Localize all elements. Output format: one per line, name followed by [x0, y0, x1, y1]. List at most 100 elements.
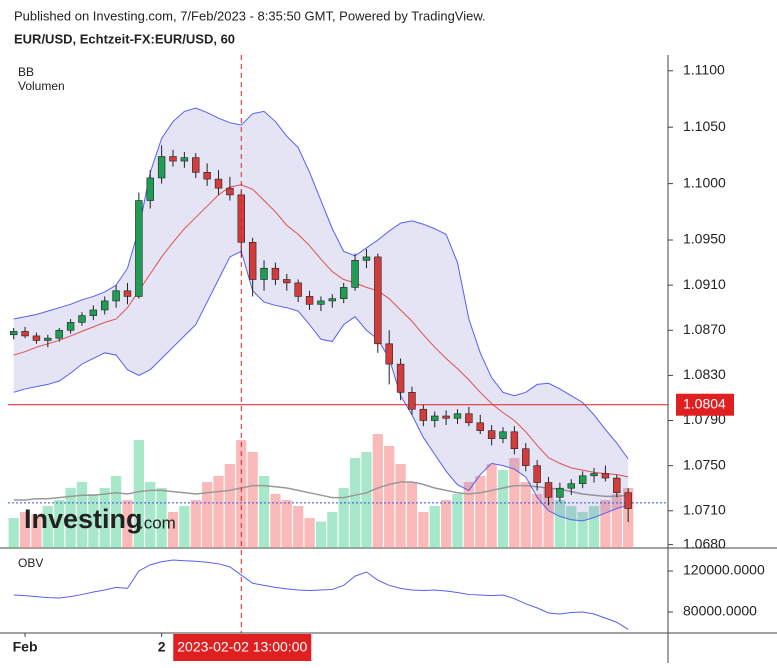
candle-body: [146, 177, 154, 201]
candle-body: [226, 187, 234, 196]
bb-fill: [13, 108, 629, 521]
candle-body: [351, 260, 359, 288]
volume-bar: [76, 482, 88, 548]
chart-title: Published on Investing.com, 7/Feb/2023 -…: [14, 8, 486, 23]
candle-body: [442, 415, 450, 419]
candle-body: [305, 296, 314, 305]
y-tick-label: 1.0750: [683, 456, 726, 472]
candle-body: [123, 290, 132, 297]
volume-bar: [110, 476, 122, 548]
candle-body: [248, 241, 257, 280]
candle-body: [556, 487, 564, 498]
volume-bar: [588, 506, 600, 548]
volume-bar: [258, 476, 270, 548]
volume-bar: [145, 482, 156, 548]
volume-bar: [543, 488, 554, 548]
candle-body: [487, 430, 496, 439]
volume-bar: [133, 440, 144, 548]
candle-body: [408, 392, 416, 410]
volume-bar: [88, 494, 99, 548]
candle-body: [533, 465, 541, 483]
volume-bar: [384, 446, 395, 548]
volume-bar: [361, 452, 372, 548]
logo-suffix: .com: [139, 513, 176, 532]
price-line-label: 1.0804: [683, 395, 726, 411]
volume-bar: [463, 482, 474, 548]
volume-bar: [54, 500, 65, 548]
y-tick-label: 1.1000: [683, 174, 726, 190]
y-tick-label: 1.0710: [683, 501, 726, 517]
candle-body: [101, 300, 109, 311]
volume-bar: [532, 494, 543, 548]
obv-line: [13, 559, 629, 630]
volume-bar: [497, 470, 509, 548]
volume-bar: [554, 500, 566, 548]
candle-body: [419, 408, 428, 421]
candle-body: [283, 279, 291, 284]
candle-body: [55, 329, 63, 339]
candle-body: [214, 178, 223, 189]
candle-body: [396, 363, 405, 393]
volume-bar: [19, 512, 31, 548]
volume-bar: [213, 476, 224, 548]
candle-body: [192, 157, 200, 173]
volume-ma: [13, 481, 629, 501]
volume-bar: [338, 488, 349, 548]
volume-bar: [167, 512, 179, 548]
candle-body: [601, 473, 610, 479]
candle-body: [453, 413, 462, 419]
candle-body: [44, 337, 52, 341]
candle-body: [385, 343, 393, 365]
candle-body: [78, 315, 86, 323]
volume-bar: [270, 494, 281, 548]
volume-bar: [99, 488, 110, 548]
volume-bar: [509, 458, 520, 548]
candle-body: [271, 267, 280, 280]
volume-bar: [349, 458, 361, 548]
candle-body: [522, 448, 530, 466]
candle-body: [89, 309, 98, 316]
candle-body: [613, 477, 621, 494]
volume-bar: [31, 514, 42, 548]
candle-body: [157, 156, 166, 179]
bb-middle: [13, 184, 629, 478]
bb-lower: [13, 250, 629, 522]
obv-tick-label: 120000.0000: [683, 562, 765, 578]
candle-body: [317, 300, 325, 305]
volume-bar: [577, 512, 588, 548]
volume-bar: [179, 506, 190, 548]
volume-bar: [315, 521, 327, 548]
volume-bar: [611, 494, 622, 548]
volume-bar: [224, 464, 236, 548]
candle-body: [476, 422, 484, 431]
volume-bar: [475, 476, 486, 548]
candle-body: [499, 431, 507, 439]
volume-bar: [372, 434, 383, 548]
volume-bar: [122, 500, 133, 548]
y-tick-label: 1.1050: [683, 118, 726, 134]
volume-bar: [190, 500, 201, 548]
candle-body: [169, 156, 177, 162]
chart-subtitle: EUR/USD, Echtzeit-FX:EUR/USD, 60: [14, 31, 235, 46]
volume-bar: [156, 488, 167, 548]
candle-body: [510, 431, 519, 450]
volume-bar: [429, 506, 440, 548]
candle-body: [544, 482, 553, 498]
candle-body: [135, 200, 143, 297]
y-tick-label: 1.0830: [683, 366, 726, 382]
candle-body: [328, 298, 337, 302]
volume-bar: [406, 482, 418, 548]
volume-bar: [566, 506, 577, 548]
volume-bar: [304, 518, 315, 548]
price-line-box: [676, 393, 734, 416]
obv-tick-label: 80000.0000: [683, 603, 757, 619]
crosshair-box: [173, 634, 312, 661]
y-tick-label: 1.0950: [683, 231, 726, 247]
candle-body: [362, 256, 371, 261]
candle-body: [431, 415, 439, 421]
volume-bar: [293, 506, 304, 548]
x-tick-label: 2: [158, 639, 166, 655]
volume-bar: [281, 500, 292, 548]
candle-body: [112, 290, 120, 302]
